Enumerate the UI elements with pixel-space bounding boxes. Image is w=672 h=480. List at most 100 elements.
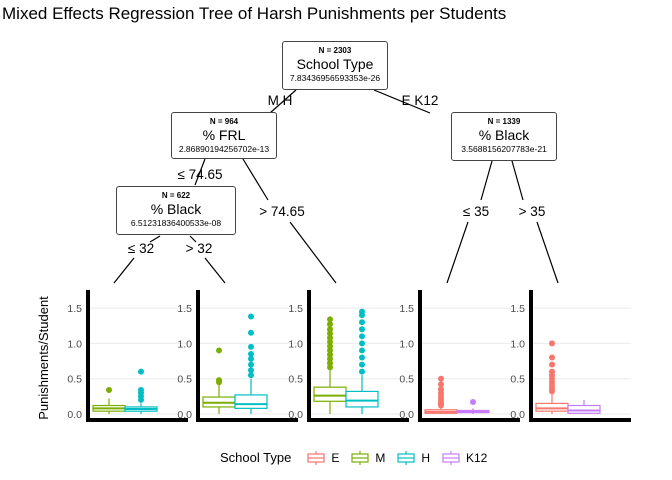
outlier-point bbox=[359, 308, 365, 315]
y-tick-label: 1.5 bbox=[177, 303, 192, 315]
edge-frl-right bbox=[242, 158, 269, 201]
terminal-panel-4: 0.0 0.5 1.0 1.5 bbox=[399, 290, 520, 422]
outlier-point bbox=[248, 355, 254, 362]
page-title: Mixed Effects Regression Tree of Harsh P… bbox=[2, 4, 507, 23]
edge-root-left bbox=[269, 89, 297, 114]
y-tick-label: 0.0 bbox=[67, 409, 82, 421]
node-black-right-p: 3.5688156207783e-21 bbox=[461, 144, 547, 154]
box-k12 bbox=[567, 399, 601, 414]
box-body bbox=[567, 404, 601, 414]
outlier-point bbox=[327, 334, 333, 341]
edge-br-right bbox=[511, 160, 524, 201]
node-frl: N = 964 % FRL 2.86890194256702e-13 bbox=[171, 112, 277, 159]
y-tick-label: 1.5 bbox=[510, 303, 525, 315]
edge-label-frl-right: > 74.65 bbox=[259, 204, 304, 219]
y-tick-label: 0.0 bbox=[288, 409, 303, 421]
legend: School Type E M H K12 bbox=[220, 450, 487, 465]
outlier-point bbox=[549, 368, 555, 375]
legend-item-e: E bbox=[307, 450, 340, 465]
box-e bbox=[535, 340, 569, 414]
box-m bbox=[202, 347, 236, 414]
edge-root-right bbox=[373, 89, 431, 114]
legend-key-e bbox=[307, 450, 325, 465]
outlier-point bbox=[438, 386, 444, 393]
outlier-point bbox=[359, 319, 365, 326]
y-tick-label: 1.5 bbox=[399, 303, 414, 315]
outlier-point bbox=[327, 343, 333, 350]
outlier-point bbox=[359, 361, 365, 368]
y-tick-label: 0.5 bbox=[288, 374, 303, 386]
edge-label-bl-right: > 32 bbox=[186, 241, 213, 256]
node-black-right-var: % Black bbox=[478, 127, 530, 143]
outlier-point bbox=[216, 377, 222, 384]
edge-bl-right bbox=[189, 235, 197, 243]
node-black-left-n: N = 622 bbox=[161, 191, 191, 200]
y-tick-label: 0.0 bbox=[177, 409, 192, 421]
outlier-point bbox=[470, 398, 476, 405]
node-root: N = 2303 School Type 7.83436956593353e-2… bbox=[282, 41, 388, 90]
outlier-point bbox=[327, 364, 333, 371]
outlier-point bbox=[248, 372, 254, 379]
y-tick-label: 1.0 bbox=[67, 338, 82, 350]
outlier-point bbox=[327, 326, 333, 333]
node-black-left-p: 6.51231836400533e-08 bbox=[130, 218, 222, 228]
y-tick-label: 1.0 bbox=[177, 338, 192, 350]
outlier-point bbox=[327, 351, 333, 358]
y-tick-label: 0.0 bbox=[399, 409, 414, 421]
edge-label-root-left: M H bbox=[268, 93, 293, 108]
legend-label-m: M bbox=[375, 450, 386, 465]
outlier-point bbox=[438, 375, 444, 382]
outlier-point bbox=[359, 333, 365, 340]
outlier-point bbox=[359, 354, 365, 361]
box-k12 bbox=[456, 398, 490, 414]
outlier-point bbox=[138, 386, 144, 393]
node-frl-p: 2.86890194256702e-13 bbox=[178, 144, 270, 154]
edge-bl-right-2 bbox=[204, 257, 226, 284]
y-tick-label: 0.5 bbox=[399, 374, 414, 386]
edge-br-left-2 bbox=[446, 221, 469, 284]
outlier-point bbox=[549, 361, 555, 368]
box-h bbox=[124, 368, 158, 414]
node-root-n: N = 2303 bbox=[318, 46, 352, 55]
outlier-point bbox=[359, 340, 365, 347]
terminal-panel-3: 0.0 0.5 1.0 1.5 bbox=[288, 290, 409, 422]
legend-title: School Type bbox=[220, 450, 292, 465]
outlier-point bbox=[327, 330, 333, 337]
edge-br-right-2 bbox=[536, 221, 559, 284]
edge-label-bl-left: ≤ 32 bbox=[128, 241, 154, 256]
terminal-panel-5: 0.0 0.5 1.0 1.5 bbox=[510, 290, 631, 422]
terminal-panels: 0.00.51.01.50.00.51.01.50.00.51.01.50.00… bbox=[67, 290, 631, 422]
y-tick-label: 0.0 bbox=[510, 409, 525, 421]
edge-label-root-right: E K12 bbox=[402, 93, 439, 108]
box-m bbox=[92, 386, 126, 414]
node-black-right: N = 1339 % Black 3.5688156207783e-21 bbox=[451, 112, 557, 161]
outlier-point bbox=[327, 316, 333, 323]
legend-label-e: E bbox=[331, 450, 340, 465]
box-h bbox=[345, 308, 379, 414]
box-m bbox=[313, 316, 347, 414]
y-tick-label: 1.5 bbox=[67, 303, 82, 315]
outlier-point bbox=[327, 360, 333, 367]
box-body bbox=[345, 390, 379, 408]
legend-key-h bbox=[397, 450, 415, 465]
node-black-left-var: % Black bbox=[150, 201, 202, 217]
legend-item-m: M bbox=[351, 450, 386, 465]
y-tick-label: 0.5 bbox=[177, 374, 192, 386]
legend-item-h: H bbox=[397, 450, 430, 465]
y-tick-label: 1.0 bbox=[288, 338, 303, 350]
terminal-panel-1: 0.0 0.5 1.0 1.5 bbox=[67, 290, 188, 422]
box-body bbox=[535, 402, 569, 412]
y-axis-title: Punishments/Student bbox=[36, 296, 51, 420]
node-frl-n: N = 964 bbox=[209, 117, 239, 126]
outlier-point bbox=[327, 347, 333, 354]
y-tick-label: 1.5 bbox=[288, 303, 303, 315]
outlier-point bbox=[248, 367, 254, 374]
outlier-point bbox=[438, 381, 444, 388]
y-tick-label: 0.5 bbox=[510, 374, 525, 386]
legend-label-h: H bbox=[421, 450, 430, 465]
edge-label-br-left: ≤ 35 bbox=[463, 204, 489, 219]
edge-label-br-right: > 35 bbox=[519, 204, 546, 219]
box-h bbox=[234, 313, 268, 414]
outlier-point bbox=[248, 350, 254, 357]
edge-label-frl-left: ≤ 74.65 bbox=[178, 167, 223, 182]
